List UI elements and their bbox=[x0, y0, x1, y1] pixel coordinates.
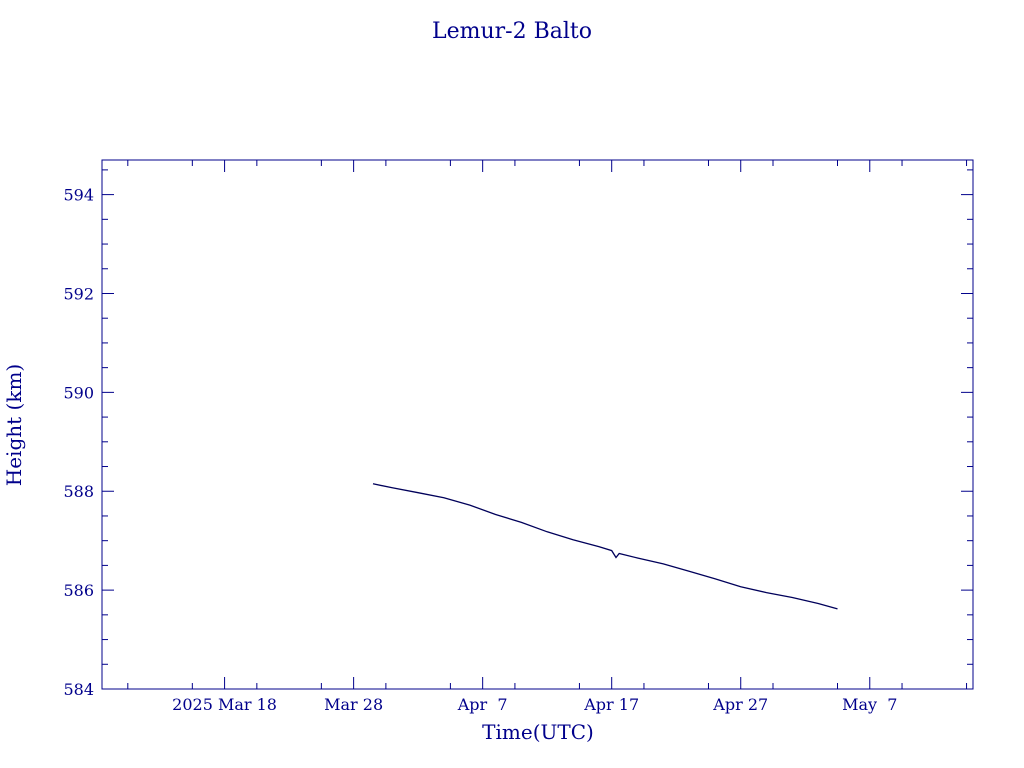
y-tick-label: 588 bbox=[63, 482, 94, 501]
x-axis-label: Time(UTC) bbox=[482, 720, 594, 744]
x-tick-label: 2025 Mar 18 bbox=[172, 695, 277, 714]
axis-ticks: 584 586 588 590 592 594 2025 Mar 18 Mar 28 Apr 7… bbox=[63, 160, 973, 714]
x-tick-label: May 7 bbox=[842, 695, 897, 714]
chart-title: Lemur-2 Balto bbox=[432, 19, 592, 44]
y-tick-label: 592 bbox=[63, 284, 94, 303]
x-tick-label: Apr 7 bbox=[457, 695, 508, 714]
x-tick-label: Apr 17 bbox=[583, 695, 639, 714]
x-tick-label: Mar 28 bbox=[324, 695, 383, 714]
height-series-line bbox=[372, 483, 838, 610]
y-tick-label: 594 bbox=[63, 186, 94, 205]
plot-frame bbox=[101, 159, 974, 690]
x-tick-label: Apr 27 bbox=[712, 695, 768, 714]
y-tick-label: 584 bbox=[63, 680, 94, 699]
y-axis-label: Height (km) bbox=[2, 364, 26, 486]
y-tick-label: 590 bbox=[63, 383, 94, 402]
series-layer bbox=[372, 483, 838, 610]
y-tick-label: 586 bbox=[63, 581, 94, 600]
